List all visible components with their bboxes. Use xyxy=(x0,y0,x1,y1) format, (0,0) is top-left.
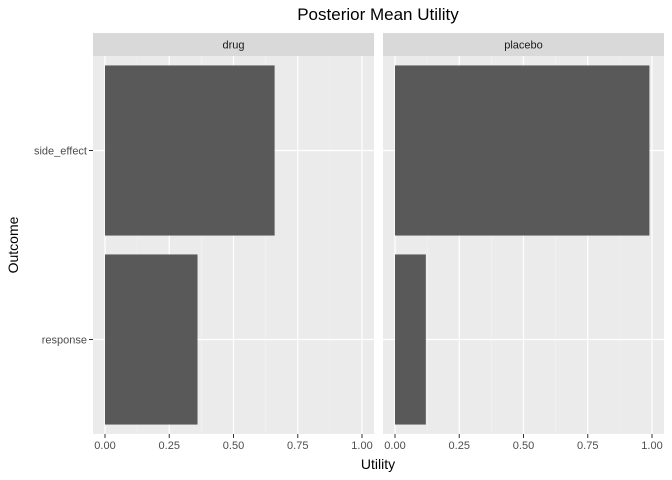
x-tick-label: 0.75 xyxy=(287,440,308,452)
x-tick-label: 1.00 xyxy=(351,440,372,452)
y-axis-title: Outcome xyxy=(5,216,21,273)
y-tick-label-response: response xyxy=(42,335,87,347)
x-tick-label: 1.00 xyxy=(641,440,662,452)
bar-placebo-side_effect xyxy=(395,65,650,236)
bar-drug-response xyxy=(105,254,198,425)
facet-strip-placebo xyxy=(383,33,664,56)
chart-title: Posterior Mean Utility xyxy=(297,5,459,24)
x-tick-label: 0.00 xyxy=(94,440,115,452)
bar-drug-side_effect xyxy=(105,65,275,236)
x-tick-label: 0.75 xyxy=(577,440,598,452)
facet-panels: drug 0.00 0.25 0.50 0.75 1.00 placebo 0.00 0.25 0… xyxy=(34,33,664,452)
y-tick-label-side_effect: side_effect xyxy=(34,146,87,158)
facet-label-drug: drug xyxy=(222,40,244,52)
x-tick-label: 0.25 xyxy=(159,440,180,452)
x-tick-label: 0.50 xyxy=(513,440,534,452)
facet-strip-drug xyxy=(93,33,374,56)
x-axis-title: Utility xyxy=(361,456,395,472)
x-tick-label: 0.50 xyxy=(223,440,244,452)
facet-label-placebo: placebo xyxy=(504,40,543,52)
x-tick-label: 0.00 xyxy=(384,440,405,452)
x-tick-label: 0.25 xyxy=(449,440,470,452)
bar-placebo-response xyxy=(395,254,426,425)
